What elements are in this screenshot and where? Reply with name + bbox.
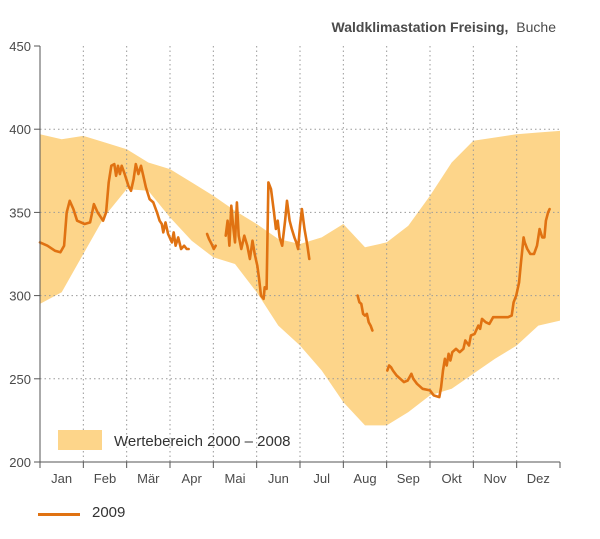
- chart-title: Waldklimastation Freising, Buche: [332, 19, 557, 35]
- x-tick-label-11: Dez: [527, 471, 550, 486]
- series-2009-segment-4: [356, 294, 374, 332]
- x-tick-label-2: Mär: [137, 471, 160, 486]
- x-tick-label-10: Nov: [483, 471, 507, 486]
- range-band-2000-2008: [40, 130, 560, 426]
- legend-2009: 2009: [38, 500, 238, 530]
- x-tick-label-4: Mai: [225, 471, 246, 486]
- x-tick-label-6: Jul: [313, 471, 330, 486]
- legend-2009-label: 2009: [92, 504, 126, 521]
- x-tick-label-9: Okt: [442, 471, 463, 486]
- x-tick-label-3: Apr: [182, 471, 203, 486]
- series-2009-segment-1: [38, 162, 190, 254]
- x-tick-label-5: Jun: [268, 471, 289, 486]
- series-2009-segment-5: [386, 207, 551, 399]
- y-tick-label-200: 200: [9, 455, 31, 470]
- y-tick-label-300: 300: [9, 289, 31, 304]
- x-tick-label-7: Aug: [353, 471, 376, 486]
- legend-band-swatch: [58, 430, 102, 450]
- legend-band-label: Wertebereich 2000 – 2008: [114, 433, 291, 450]
- y-tick-label-350: 350: [9, 205, 31, 220]
- chart-title-sub: Buche: [516, 19, 556, 35]
- y-tick-label-450: 450: [9, 39, 31, 54]
- x-tick-label-8: Sep: [397, 471, 420, 486]
- y-tick-label-250: 250: [9, 372, 31, 387]
- x-tick-label-1: Feb: [94, 471, 116, 486]
- series-2009-segment-3: [224, 181, 311, 301]
- x-tick-label-0: Jan: [51, 471, 72, 486]
- y-tick-label-400: 400: [9, 122, 31, 137]
- legend-2009-swatch: [38, 513, 80, 516]
- series-2009-segment-2: [205, 232, 217, 251]
- chart-title-main: Waldklimastation Freising,: [332, 19, 509, 35]
